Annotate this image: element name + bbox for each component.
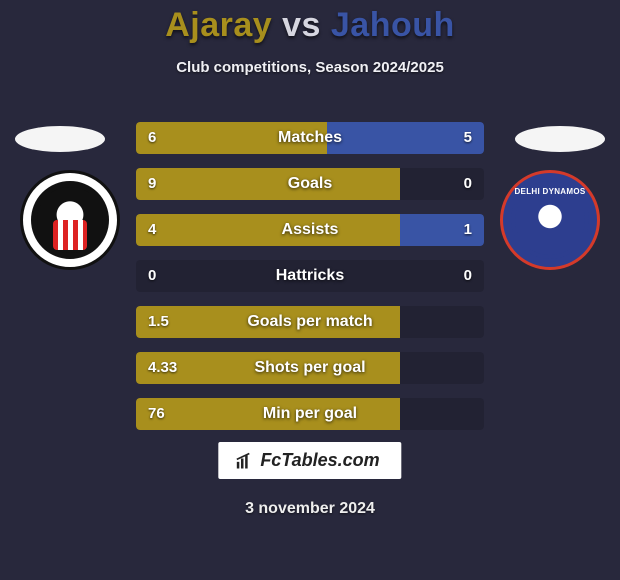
stat-label: Min per goal xyxy=(136,398,484,430)
club-badge-left xyxy=(20,170,120,270)
player1-name: Ajaray xyxy=(165,6,272,44)
subtitle: Club competitions, Season 2024/2025 xyxy=(0,59,620,76)
brand-tag: FcTables.com xyxy=(218,442,401,479)
stat-label: Goals per match xyxy=(136,306,484,338)
brand-text: FcTables.com xyxy=(260,450,379,471)
stat-row: 1.5Goals per match xyxy=(136,306,484,338)
player1-oval xyxy=(15,126,105,152)
chart-icon xyxy=(234,451,254,471)
player2-oval xyxy=(515,126,605,152)
stat-label: Shots per goal xyxy=(136,352,484,384)
stat-row: 65Matches xyxy=(136,122,484,154)
player2-name: Jahouh xyxy=(331,6,455,44)
vs-label: vs xyxy=(282,6,321,44)
stat-row: 76Min per goal xyxy=(136,398,484,430)
stat-label: Hattricks xyxy=(136,260,484,292)
stat-row: 00Hattricks xyxy=(136,260,484,292)
stat-rows: 65Matches 90Goals 41Assists 00Hattricks 1.5G… xyxy=(136,122,484,444)
club-badge-right: DELHI DYNAMOS xyxy=(500,170,600,270)
club-badge-right-text: DELHI DYNAMOS xyxy=(503,187,597,196)
stat-label: Matches xyxy=(136,122,484,154)
stat-row: 90Goals xyxy=(136,168,484,200)
club-badge-left-stripe xyxy=(53,220,87,250)
page-title: Ajaray vs Jahouh xyxy=(0,0,620,45)
date-label: 3 november 2024 xyxy=(0,500,620,518)
stat-label: Assists xyxy=(136,214,484,246)
stat-row: 4.33Shots per goal xyxy=(136,352,484,384)
stat-row: 41Assists xyxy=(136,214,484,246)
stat-label: Goals xyxy=(136,168,484,200)
